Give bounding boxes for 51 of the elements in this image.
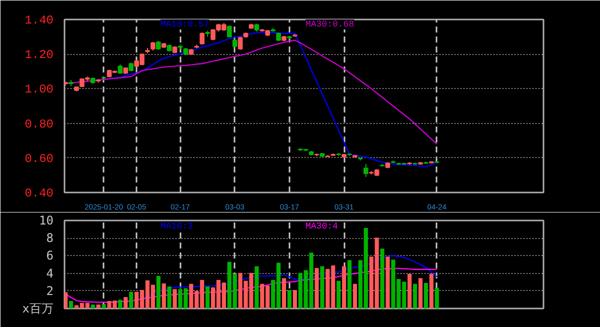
bar: [380, 248, 384, 308]
bar: [408, 274, 412, 308]
bar: [90, 304, 95, 308]
bar: [162, 283, 166, 308]
candlestick: [200, 32, 205, 46]
bar: [292, 290, 297, 308]
bar: [352, 284, 358, 308]
y-tick-label: 8: [46, 231, 54, 246]
bar: [314, 268, 319, 308]
bar: [342, 266, 346, 308]
bar: [336, 280, 341, 308]
bar: [102, 304, 106, 308]
y-tick-label: 4: [46, 266, 54, 280]
bar: [69, 301, 74, 308]
y-tick-label: 10: [39, 214, 54, 228]
bar: [167, 286, 172, 308]
bar: [156, 276, 160, 308]
bar: [320, 266, 324, 308]
y-tick-label: 6: [46, 248, 54, 263]
bar: [118, 300, 122, 308]
bar: [129, 292, 134, 308]
y-tick-label: 1.40: [24, 14, 54, 28]
bar: [124, 297, 128, 308]
bar: [418, 278, 423, 308]
text: MA10:3: [160, 222, 193, 232]
bar: [386, 256, 390, 308]
bar: [434, 288, 439, 308]
y-tick-label: 1.00: [24, 82, 54, 97]
series-label: MA10:0.57: [160, 20, 210, 30]
bar: [282, 278, 286, 308]
y-tick-label: 0.80: [24, 117, 54, 132]
bar: [424, 282, 428, 308]
candlestick: [226, 25, 232, 38]
y-tick-label: 2: [46, 284, 54, 298]
candlestick: [363, 163, 368, 178]
bar: [429, 274, 434, 308]
bar: [96, 304, 100, 308]
y-tick-label: 1.20: [24, 48, 54, 62]
text: MA30:4: [306, 222, 338, 232]
y-tick-label: 0.60: [24, 152, 54, 166]
bar: [287, 290, 292, 308]
bar: [347, 260, 352, 308]
bar: [412, 284, 418, 308]
bar: [64, 292, 68, 308]
bar: [172, 289, 177, 308]
series-label: MA30:0.68: [306, 20, 354, 30]
y-tick-label: 0.40: [24, 186, 54, 200]
bar: [254, 266, 259, 308]
y-tick-label: x百万: [22, 302, 54, 316]
line-series: [108, 32, 438, 168]
bar: [206, 286, 210, 308]
